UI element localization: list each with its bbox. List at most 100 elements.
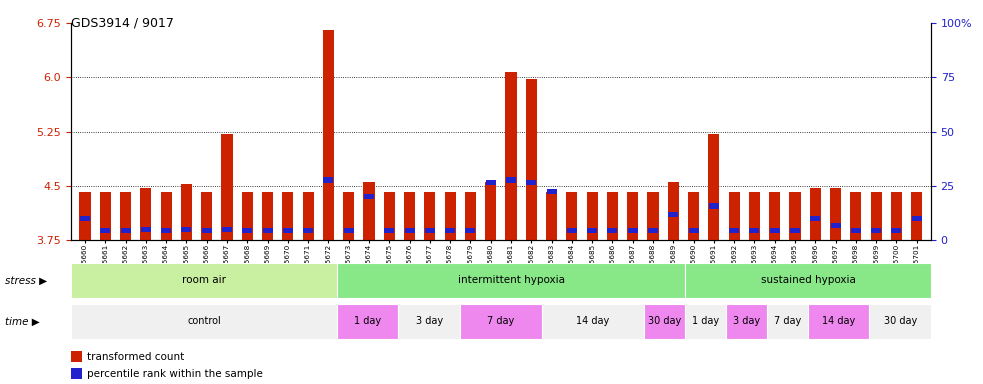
Bar [322, 30, 334, 240]
Bar [810, 188, 821, 240]
Bar [404, 192, 415, 240]
Bar [202, 228, 211, 233]
Bar [141, 188, 151, 240]
Bar [364, 194, 374, 199]
Bar [141, 227, 150, 232]
Bar [303, 192, 314, 240]
Bar [526, 79, 537, 240]
Bar [506, 177, 516, 182]
Text: transformed count: transformed count [87, 352, 184, 362]
Text: 7 day: 7 day [774, 316, 801, 326]
Bar [709, 204, 719, 209]
Bar [282, 192, 293, 240]
Bar [202, 192, 212, 240]
Bar [405, 228, 415, 233]
Bar [465, 228, 476, 233]
Bar [607, 192, 618, 240]
Bar [911, 216, 922, 221]
Bar [685, 263, 931, 298]
Bar [343, 192, 354, 240]
Bar [221, 134, 233, 240]
Bar [644, 304, 685, 339]
Bar [567, 228, 577, 233]
Text: percentile rank within the sample: percentile rank within the sample [87, 369, 262, 379]
Bar [161, 228, 171, 233]
Bar [688, 192, 699, 240]
Bar [121, 228, 131, 233]
Bar [262, 192, 273, 240]
Bar [542, 304, 644, 339]
Text: 1 day: 1 day [692, 316, 720, 326]
Bar [242, 192, 253, 240]
Bar [587, 228, 597, 233]
Bar [71, 368, 82, 379]
Bar [668, 212, 678, 217]
Bar [283, 228, 293, 233]
Bar [384, 228, 394, 233]
Bar [547, 189, 556, 194]
Bar [830, 188, 841, 240]
Bar [486, 180, 495, 185]
Bar [911, 192, 922, 240]
Text: 14 day: 14 day [822, 316, 855, 326]
Text: 30 day: 30 day [648, 316, 681, 326]
Text: GDS3914 / 9017: GDS3914 / 9017 [71, 16, 174, 29]
Bar [709, 134, 720, 240]
Bar [71, 304, 337, 339]
Text: 14 day: 14 day [576, 316, 609, 326]
Bar [337, 304, 398, 339]
Bar [729, 228, 739, 233]
Bar [445, 228, 455, 233]
Text: 3 day: 3 day [733, 316, 760, 326]
Text: sustained hypoxia: sustained hypoxia [761, 275, 855, 285]
Bar [486, 182, 496, 240]
Bar [831, 223, 840, 228]
Bar [460, 304, 542, 339]
Bar [242, 228, 253, 233]
Bar [526, 180, 537, 185]
Bar [726, 304, 767, 339]
Bar [749, 192, 760, 240]
Bar [628, 228, 638, 233]
Bar [587, 192, 598, 240]
Bar [398, 304, 460, 339]
Bar [851, 228, 861, 233]
Bar [850, 192, 861, 240]
Bar [769, 192, 781, 240]
Bar [99, 192, 111, 240]
Bar [685, 304, 726, 339]
Text: control: control [187, 316, 221, 326]
Bar [566, 192, 577, 240]
Bar [648, 192, 659, 240]
Bar [892, 228, 901, 233]
Bar [688, 228, 699, 233]
Bar [667, 182, 679, 240]
Bar [607, 228, 617, 233]
Bar [120, 192, 131, 240]
Bar [222, 227, 232, 232]
Bar [465, 192, 476, 240]
Bar [337, 263, 685, 298]
Bar [425, 192, 435, 240]
Text: intermittent hypoxia: intermittent hypoxia [457, 275, 564, 285]
Bar [505, 72, 516, 240]
Bar [160, 192, 172, 240]
Bar [181, 184, 192, 240]
Bar [891, 192, 902, 240]
Bar [770, 228, 780, 233]
Bar [80, 192, 90, 240]
Bar [344, 228, 354, 233]
Bar [182, 227, 192, 232]
Text: time ▶: time ▶ [5, 317, 39, 327]
Bar [80, 216, 90, 221]
Bar [71, 263, 337, 298]
Bar [323, 177, 333, 182]
Bar [767, 304, 808, 339]
Bar [869, 304, 931, 339]
Text: 30 day: 30 day [884, 316, 917, 326]
Bar [364, 182, 375, 240]
Bar [425, 228, 434, 233]
Text: 1 day: 1 day [354, 316, 381, 326]
Bar [100, 228, 110, 233]
Bar [749, 228, 760, 233]
